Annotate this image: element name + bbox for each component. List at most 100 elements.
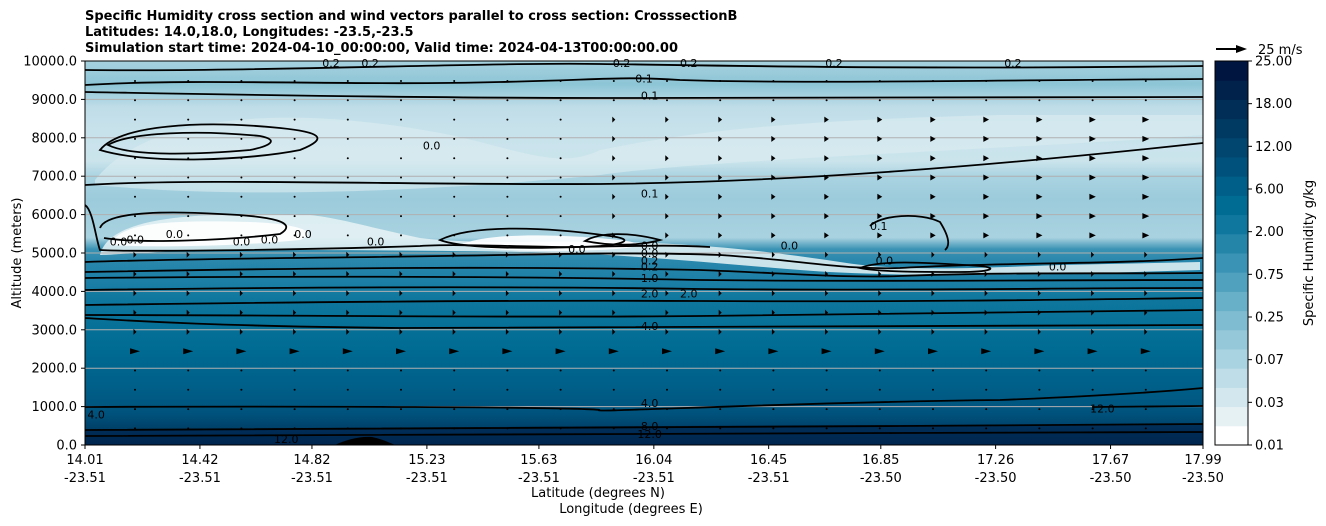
wind-vector (186, 328, 190, 335)
wind-vector (236, 348, 247, 355)
wind-vector (932, 408, 934, 411)
wind-vector (984, 290, 988, 297)
wind-vector (187, 234, 190, 237)
wind-vector (559, 118, 562, 121)
contour-label: 4.0 (87, 408, 105, 421)
wind-vector (1037, 271, 1041, 277)
wind-vector (719, 408, 722, 411)
contour-label: 0.0 (110, 235, 128, 248)
x-tick-label-lat: 14.82 (293, 453, 330, 468)
y-tick-label: 6000.0 (32, 208, 78, 223)
colorbar-swatch (1215, 272, 1248, 292)
contour-label: 12.0 (274, 433, 299, 446)
wind-vector (1142, 116, 1150, 123)
wind-vector (718, 213, 723, 220)
wind-vector (506, 195, 509, 198)
wind-vector (771, 135, 776, 142)
wind-vector (825, 309, 829, 316)
wind-vector (346, 176, 349, 179)
wind-vector (559, 271, 563, 277)
colorbar-tick-label: 0.75 (1255, 268, 1284, 283)
wind-vector (718, 232, 723, 239)
wind-vector (985, 369, 988, 372)
colorbar-tick-label: 18.00 (1255, 97, 1292, 112)
wind-vector (559, 369, 562, 372)
wind-vector (240, 157, 243, 160)
contour-label: 0.1 (870, 220, 888, 233)
wind-vector (133, 309, 137, 316)
contour-label: 0.2 (322, 57, 340, 70)
wind-vector (346, 309, 350, 316)
x-tick-label-lon: -23.51 (291, 471, 333, 486)
contour-label: 2.0 (641, 287, 659, 300)
wind-vector (346, 99, 349, 102)
wind-vector (1142, 174, 1150, 181)
colorbar-tick-label: 0.01 (1255, 439, 1284, 454)
wind-vector (346, 251, 350, 258)
wind-vector (240, 388, 243, 391)
wind-vector (772, 388, 775, 391)
contour-label: 0.2 (680, 57, 698, 70)
wind-vector (400, 118, 402, 121)
x-tick-label-lat: 17.67 (1092, 453, 1129, 468)
wind-vector (665, 155, 669, 162)
wind-vector (1091, 388, 1094, 391)
wind-vector (718, 193, 723, 200)
wind-vector (772, 427, 775, 430)
contour-label: 0.0 (261, 234, 279, 247)
wind-vector (346, 234, 349, 237)
y-tick-label: 0.0 (56, 439, 77, 454)
wind-vector (771, 193, 776, 200)
wind-vector (293, 369, 296, 372)
wind-vector (771, 232, 776, 239)
wind-vector (240, 369, 243, 372)
wind-vector (346, 328, 350, 335)
wind-vector (134, 234, 136, 237)
contour-label: 12.0 (637, 428, 662, 441)
wind-vector (187, 80, 190, 82)
wind-vector (239, 251, 243, 258)
contour-label: 1.0 (641, 272, 659, 285)
colorbar-swatch (1215, 137, 1248, 158)
wind-vector (1089, 213, 1096, 220)
x-tick-label-lon: -23.50 (860, 471, 902, 486)
wind-vector (821, 348, 832, 355)
wind-vector (400, 234, 402, 237)
wind-vector (824, 213, 829, 220)
colorbar-tick-label: 0.25 (1255, 311, 1284, 326)
wind-vector (453, 234, 456, 237)
wind-vector (612, 369, 615, 372)
wind-vector (666, 408, 668, 411)
colorbar-tick-label: 0.03 (1255, 396, 1284, 411)
chart-title-line-1: Specific Humidity cross section and wind… (85, 9, 738, 24)
x-tick-label-lat: 15.23 (408, 453, 445, 468)
wind-vector (931, 309, 935, 316)
wind-vector (187, 195, 190, 198)
wind-vector (293, 176, 296, 179)
wind-vector (183, 348, 194, 355)
wind-vector (1034, 348, 1045, 355)
wind-vector (1038, 80, 1041, 82)
contour-label: 4.0 (641, 320, 659, 333)
wind-vector (400, 195, 402, 198)
wind-vector (559, 176, 562, 179)
wind-vector (985, 99, 988, 102)
colorbar-swatch (1215, 233, 1248, 254)
wind-vector (612, 193, 616, 200)
wind-vector (825, 369, 828, 372)
wind-vector (718, 271, 722, 277)
wind-vector (134, 388, 136, 391)
wind-vector (665, 328, 669, 335)
wind-vector (559, 328, 563, 335)
wind-vector (239, 271, 243, 277)
wind-vector (555, 348, 566, 355)
wind-vector (719, 369, 722, 372)
wind-vector (346, 290, 350, 297)
wind-vector (771, 174, 776, 181)
wind-vector (1144, 328, 1148, 335)
wind-vector (878, 309, 882, 316)
wind-vector (505, 271, 509, 277)
wind-vector (346, 137, 349, 140)
contour-label: 0.0 (294, 228, 312, 241)
